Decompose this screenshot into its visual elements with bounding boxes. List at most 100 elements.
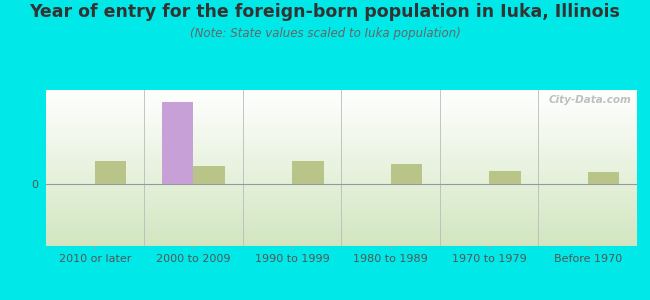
Bar (46, 169, 637, 170)
Bar (46, 123, 637, 124)
Bar (46, 175, 637, 176)
Bar (46, 220, 637, 221)
Bar (46, 156, 637, 157)
Bar (46, 173, 637, 174)
Bar (46, 115, 637, 116)
Bar (46, 171, 637, 172)
Bar (46, 154, 637, 155)
Bar (46, 99, 637, 100)
Bar (46, 196, 637, 197)
Bar (46, 217, 637, 218)
Bar (46, 174, 637, 175)
Bar (46, 116, 637, 117)
Bar (46, 229, 637, 230)
Bar (46, 158, 637, 159)
Bar (46, 155, 637, 156)
Bar (46, 96, 637, 97)
Bar (46, 177, 637, 178)
Bar (46, 134, 637, 135)
Bar (46, 210, 637, 211)
Bar (46, 231, 637, 232)
Bar (46, 109, 637, 110)
Bar (46, 192, 637, 193)
Bar (46, 90, 637, 91)
Bar (46, 137, 637, 138)
Bar (46, 189, 637, 190)
Bar (46, 126, 637, 127)
Bar (46, 191, 637, 192)
Bar (46, 236, 637, 237)
Bar (46, 113, 637, 114)
Bar (46, 146, 637, 147)
Bar (46, 225, 637, 226)
Bar (46, 144, 637, 145)
Bar (46, 103, 637, 104)
Bar (46, 164, 637, 165)
Bar (46, 127, 637, 128)
Bar (46, 122, 637, 123)
Bar (46, 138, 637, 139)
Bar (46, 131, 637, 132)
Bar (46, 186, 637, 187)
Bar (391, 164, 422, 184)
Bar (46, 111, 637, 112)
Bar (46, 98, 637, 99)
Bar (95, 161, 126, 184)
Bar (46, 193, 637, 194)
Bar (46, 232, 637, 233)
Bar (46, 228, 637, 229)
Bar (46, 112, 637, 113)
Bar (46, 209, 637, 210)
Bar (46, 224, 637, 225)
Bar (46, 106, 637, 107)
Bar (46, 243, 637, 244)
Bar (46, 235, 637, 236)
Bar (46, 233, 637, 234)
Bar (46, 152, 637, 153)
Bar (292, 161, 324, 184)
Bar (489, 171, 521, 184)
Bar (46, 149, 637, 150)
Bar (46, 150, 637, 151)
Bar (46, 222, 637, 223)
Bar (46, 203, 637, 204)
Bar (46, 206, 637, 207)
Bar (46, 141, 637, 142)
Bar (46, 238, 637, 239)
Bar (46, 118, 637, 119)
Bar (46, 181, 637, 182)
Bar (46, 130, 637, 131)
Bar (46, 237, 637, 238)
Bar (46, 201, 637, 202)
Bar (46, 178, 637, 179)
Bar (46, 190, 637, 191)
Bar (588, 172, 619, 184)
Bar (46, 129, 637, 130)
Bar (46, 195, 637, 196)
Bar (46, 124, 637, 125)
Bar (46, 166, 637, 167)
Bar (46, 148, 637, 149)
Bar (46, 151, 637, 152)
Bar (46, 245, 637, 246)
Bar (46, 207, 637, 208)
Bar (46, 213, 637, 214)
Bar (46, 200, 637, 201)
Bar (46, 182, 637, 183)
Bar (46, 100, 637, 101)
Bar (46, 170, 637, 171)
Bar (46, 226, 637, 227)
Bar (46, 194, 637, 195)
Bar (194, 167, 225, 184)
Bar (46, 240, 637, 241)
Bar (46, 140, 637, 141)
Bar (46, 97, 637, 98)
Bar (46, 117, 637, 118)
Bar (46, 216, 637, 217)
Bar (46, 168, 637, 169)
Bar (46, 136, 637, 137)
Bar (46, 205, 637, 206)
Bar (46, 121, 637, 122)
Bar (46, 142, 637, 143)
Bar (46, 157, 637, 158)
